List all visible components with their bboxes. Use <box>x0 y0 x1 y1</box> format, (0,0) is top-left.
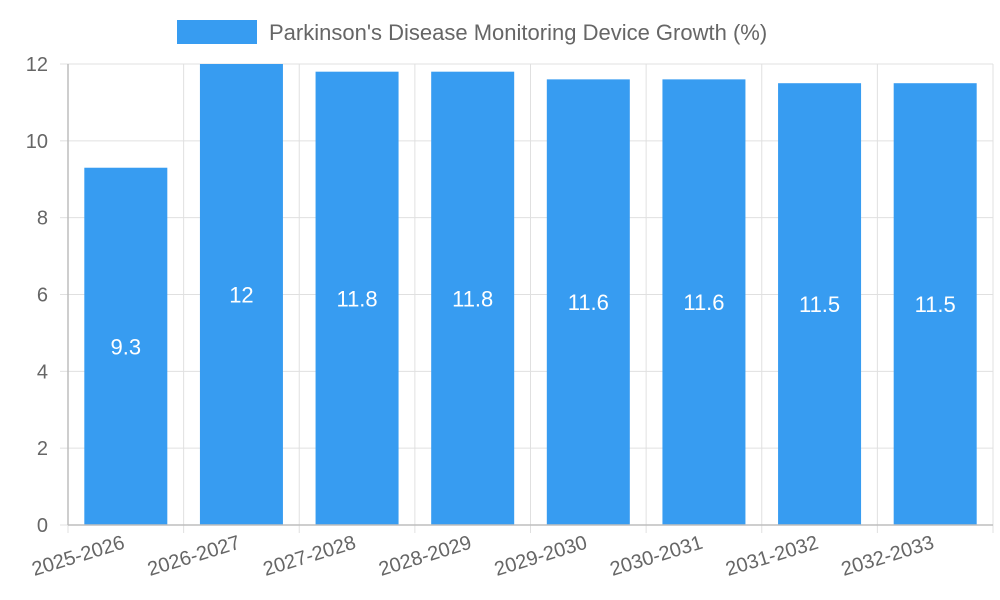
data-label: 11.5 <box>799 292 840 317</box>
bar-2032-2033[interactable] <box>893 83 977 525</box>
bars: 9.3 12 11.8 11.8 11.6 11.6 11.5 11.5 <box>84 64 977 525</box>
bar-2028-2029[interactable] <box>431 71 515 525</box>
y-tick-label: 4 <box>37 361 48 383</box>
bar-2030-2031[interactable] <box>662 79 746 525</box>
y-tick-label: 0 <box>37 515 48 537</box>
data-label: 11.8 <box>452 286 493 311</box>
legend-swatch[interactable] <box>177 20 257 44</box>
y-tick-label: 8 <box>37 208 48 230</box>
bar-2029-2030[interactable] <box>546 79 630 525</box>
y-tick-label: 12 <box>26 54 48 76</box>
x-tick-label: 2025-2026 <box>29 532 127 581</box>
data-label: 11.5 <box>915 292 956 317</box>
bar-2025-2026[interactable] <box>84 167 168 525</box>
data-label: 9.3 <box>111 334 142 359</box>
y-tick-label: 2 <box>37 438 48 460</box>
bar-2026-2027[interactable] <box>199 64 283 525</box>
data-label: 11.6 <box>568 290 609 315</box>
x-tick-label: 2031-2032 <box>723 532 821 581</box>
data-label: 11.8 <box>336 286 377 311</box>
bar-2031-2032[interactable] <box>778 83 862 525</box>
x-tick-label: 2032-2033 <box>839 532 937 581</box>
bar-2027-2028[interactable] <box>315 71 399 525</box>
x-tick-label: 2028-2029 <box>376 532 474 581</box>
y-tick-label: 10 <box>26 131 48 153</box>
x-tick-label: 2026-2027 <box>145 532 243 581</box>
data-label: 12 <box>229 283 253 308</box>
x-tick-label: 2030-2031 <box>607 532 705 581</box>
legend[interactable]: Parkinson's Disease Monitoring Device Gr… <box>177 20 767 45</box>
x-tick-label: 2027-2028 <box>261 532 359 581</box>
legend-label[interactable]: Parkinson's Disease Monitoring Device Gr… <box>269 20 767 45</box>
data-label: 11.6 <box>683 290 724 315</box>
x-tick-label: 2029-2030 <box>492 532 590 581</box>
y-tick-label: 6 <box>37 285 48 307</box>
